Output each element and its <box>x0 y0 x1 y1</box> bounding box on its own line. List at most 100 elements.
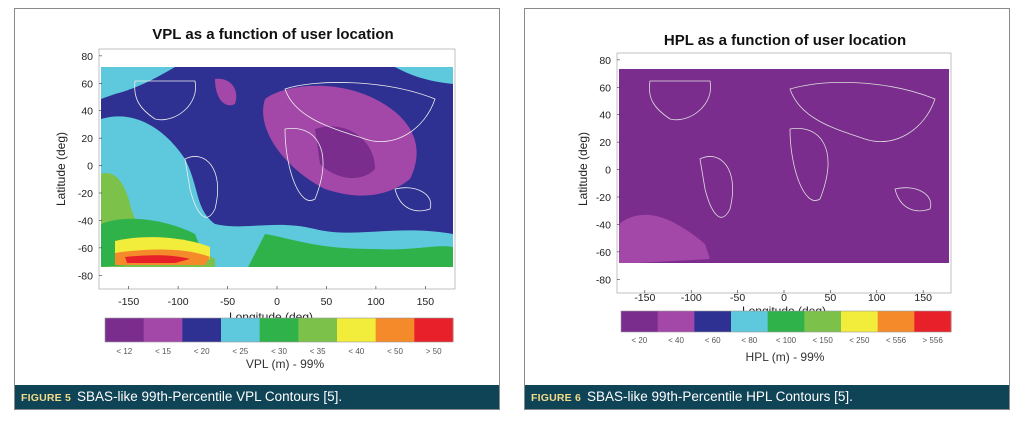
x-tick-label: 0 <box>274 296 280 308</box>
contour-fill-lt25 <box>395 67 453 84</box>
chart-title: HPL as a function of user location <box>664 32 906 49</box>
x-tick-label: 50 <box>321 296 333 308</box>
figure-5-panel: VPL as a function of user location -150-… <box>14 8 500 410</box>
colorbar-label: < 30 <box>271 347 287 356</box>
colorbar-label: < 50 <box>387 347 403 356</box>
map-area <box>98 48 456 290</box>
colorbar-swatch <box>621 311 659 332</box>
coastline <box>394 187 432 212</box>
colorbar-label: < 15 <box>155 347 171 356</box>
colorbar-swatch <box>804 311 842 332</box>
x-tick-label: -150 <box>634 292 655 304</box>
y-tick-label: -40 <box>596 219 611 231</box>
figure-6-panel: HPL as a function of user location -150 -… <box>524 8 1010 410</box>
axes: -150 -100 -50 0 50 100 150 80 60 40 20 0 -20 -40 -60 -8… <box>78 51 434 308</box>
colorbar-label: < 35 <box>310 347 326 356</box>
x-tick-label: -100 <box>168 296 189 308</box>
x-tick-label: -150 <box>118 296 139 308</box>
axes: -150 -100 -50 0 50 100 150 80 60 40 20 0 -20 -40 -60 -8… <box>596 55 932 304</box>
colorbar-label: < 40 <box>668 336 684 345</box>
y-tick-label: 0 <box>605 165 611 177</box>
caption-text: SBAS-like 99th-Percentile HPL Contours [… <box>587 389 853 404</box>
y-tick-label: 0 <box>87 161 93 173</box>
x-tick-label: 150 <box>417 296 435 308</box>
y-tick-label: 40 <box>81 106 93 118</box>
y-tick-label: -60 <box>596 247 611 259</box>
figure-label: FIGURE 5 <box>21 392 72 404</box>
y-tick-label: 80 <box>81 51 93 63</box>
hpl-chart: HPL as a function of user location -150 -… <box>576 32 952 364</box>
colorbar-swatch <box>914 311 952 332</box>
coastline <box>699 156 734 218</box>
y-tick-label: -80 <box>78 270 93 282</box>
figure-caption: FIGURE 5 SBAS-like 99th-Percentile VPL Co… <box>15 385 499 409</box>
x-tick-label: -100 <box>681 292 702 304</box>
y-tick-label: -20 <box>596 192 611 204</box>
x-tick-label: 50 <box>825 292 837 304</box>
coastline <box>789 127 829 201</box>
colorbar-label: < 150 <box>813 336 834 345</box>
colorbar-label: < 20 <box>194 347 210 356</box>
colorbar-label: < 250 <box>849 336 870 345</box>
colorbar-swatch <box>414 318 454 342</box>
coastline <box>284 82 436 142</box>
y-tick-label: 60 <box>81 78 93 90</box>
x-tick-label: -50 <box>730 292 745 304</box>
coastline <box>284 127 324 201</box>
colorbar-label: < 12 <box>116 347 132 356</box>
coastline <box>184 156 219 218</box>
coastline <box>894 187 932 212</box>
colorbar: < 12 < 15 < 20 < 25 < 30 < 35 < 40 < 50 > 50 <box>104 317 454 356</box>
y-tick-label: 40 <box>599 110 611 122</box>
vpl-chart: VPL as a function of user location -150-… <box>54 26 456 371</box>
y-tick-label: -80 <box>596 274 611 286</box>
colorbar-swatch <box>298 318 338 342</box>
contour-fill-lt25 <box>101 67 175 99</box>
colorbar-swatch <box>657 311 695 332</box>
colorbar-swatch <box>143 318 183 342</box>
contour-fill-lt12 <box>315 126 375 179</box>
x-tick-label: 0 <box>781 292 787 304</box>
contour-fill-lt15 <box>215 78 237 106</box>
x-tick-label: 100 <box>367 296 385 308</box>
figure-label: FIGURE 6 <box>531 392 582 404</box>
colorbar-label: < 556 <box>886 336 907 345</box>
y-tick-label: -40 <box>78 215 93 227</box>
colorbar-swatch <box>105 318 145 342</box>
coastline <box>134 80 197 121</box>
x-tick-label: -50 <box>220 296 235 308</box>
colorbar-swatch <box>731 311 769 332</box>
colorbar-label: > 50 <box>426 347 442 356</box>
contour-fill-lt30 <box>245 234 453 273</box>
y-axis-label: Latitude (deg) <box>576 132 590 206</box>
y-tick-label: -20 <box>78 188 93 200</box>
colorbar-label: < 40 <box>348 347 364 356</box>
colorbar-label: > 556 <box>923 336 944 345</box>
colorbar-title: VPL (m) - 99% <box>246 357 325 371</box>
y-tick-label: 80 <box>599 55 611 67</box>
colorbar-label: < 100 <box>776 336 797 345</box>
colorbar-swatch <box>182 318 222 342</box>
y-tick-label: 20 <box>81 133 93 145</box>
y-axis-label: Latitude (deg) <box>54 132 68 206</box>
coastline <box>789 82 936 142</box>
x-tick-label: 100 <box>868 292 886 304</box>
colorbar-swatch <box>375 318 415 342</box>
colorbar-swatch <box>841 311 879 332</box>
colorbar-label: < 60 <box>705 336 721 345</box>
colorbar-label: < 25 <box>232 347 248 356</box>
colorbar-swatch <box>694 311 732 332</box>
colorbar-swatch <box>337 318 377 342</box>
colorbar-swatch <box>767 311 805 332</box>
caption-text: SBAS-like 99th-Percentile VPL Contours [… <box>77 389 343 404</box>
coastline <box>648 80 712 121</box>
colorbar-label: < 80 <box>741 336 757 345</box>
y-tick-label: 60 <box>599 82 611 94</box>
colorbar-swatch <box>877 311 915 332</box>
contour-fill-lt40 <box>619 214 710 264</box>
map-area <box>616 52 952 294</box>
colorbar: < 20 < 40 < 60 < 80 < 100 < 150 < 250 < 556 > 55… <box>620 310 952 345</box>
colorbar-title: HPL (m) - 99% <box>746 350 825 364</box>
y-tick-label: -60 <box>78 243 93 255</box>
x-tick-label: 150 <box>914 292 932 304</box>
